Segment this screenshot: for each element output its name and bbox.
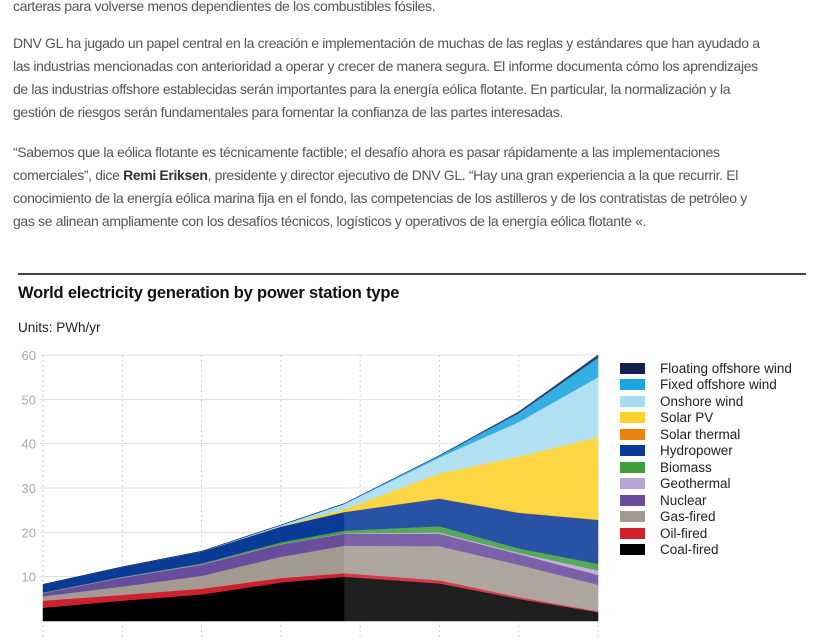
y-tick-label: 60 xyxy=(22,348,36,363)
legend-swatch xyxy=(620,412,645,424)
legend-item: Biomass xyxy=(620,459,792,476)
chart-legend: Floating offshore wind Fixed offshore win… xyxy=(620,360,792,558)
legend-swatch xyxy=(620,544,645,556)
legend-swatch xyxy=(620,478,645,490)
paragraph-line: de las industrias offshore establecidas … xyxy=(13,81,731,97)
text: comerciales”, dice xyxy=(13,167,124,183)
legend-swatch xyxy=(620,511,645,523)
y-tick-label: 20 xyxy=(22,525,36,540)
chart-title: World electricity generation by power st… xyxy=(18,284,400,302)
legend-label: Nuclear xyxy=(660,492,707,508)
legend-swatch xyxy=(620,428,645,440)
legend-item: Fixed offshore wind xyxy=(620,377,792,394)
legend-swatch xyxy=(620,527,645,539)
legend-item: Coal-fired xyxy=(620,542,792,559)
legend-swatch xyxy=(620,494,645,506)
forecast-region xyxy=(344,350,598,640)
legend-label: Oil-fired xyxy=(660,525,708,541)
legend-item: Geothermal xyxy=(620,476,792,493)
legend-swatch xyxy=(620,395,645,407)
legend-item: Hydropower xyxy=(620,443,792,460)
legend-label: Geothermal xyxy=(660,476,731,492)
y-tick-label: 30 xyxy=(22,481,36,496)
legend-label: Fixed offshore wind xyxy=(660,377,777,393)
legend-label: Coal-fired xyxy=(660,542,719,558)
paragraph-line: las industrias mencionadas con anteriori… xyxy=(13,58,758,74)
y-tick-label: 10 xyxy=(22,570,36,585)
legend-label: Biomass xyxy=(660,459,712,475)
paragraph-line: comerciales”, dice Remi Eriksen, preside… xyxy=(13,166,738,184)
text: , presidente y director ejecutivo de DNV… xyxy=(207,167,739,183)
paragraph-line: DNV GL ha jugado un papel central en la … xyxy=(13,35,760,51)
legend-item: Oil-fired xyxy=(620,525,792,542)
legend-item: Floating offshore wind xyxy=(620,360,792,377)
legend-item: Nuclear xyxy=(620,492,792,509)
legend-swatch xyxy=(620,461,645,473)
legend-label: Gas-fired xyxy=(660,509,716,525)
legend-swatch xyxy=(620,362,645,374)
y-tick-label: 50 xyxy=(22,392,36,407)
paragraph-line: carteras para volverse menos dependiente… xyxy=(13,0,436,14)
y-tick-label: 40 xyxy=(22,437,36,452)
area-floating-offshore-wind xyxy=(42,354,599,585)
paragraph-line: “Sabemos que la eólica flotante es técni… xyxy=(13,144,720,160)
legend-label: Hydropower xyxy=(660,443,733,459)
chart-top-rule xyxy=(18,273,806,275)
legend-item: Solar PV xyxy=(620,410,792,427)
legend-item: Onshore wind xyxy=(620,393,792,410)
chart-units-label: Units: PWh/yr xyxy=(18,320,101,335)
legend-label: Solar thermal xyxy=(660,426,741,442)
legend-label: Onshore wind xyxy=(660,393,744,409)
paragraph-line: gas se alinean ampliamente con los desaf… xyxy=(13,213,647,229)
legend-item: Gas-fired xyxy=(620,509,792,526)
legend-label: Solar PV xyxy=(660,410,714,426)
legend-swatch xyxy=(620,445,645,457)
speaker-name: Remi Eriksen xyxy=(123,167,208,183)
legend-label: Floating offshore wind xyxy=(660,360,792,376)
legend-swatch xyxy=(620,379,645,391)
legend-item: Solar thermal xyxy=(620,426,792,443)
paragraph-line: conocimiento de la energía eólica marina… xyxy=(13,190,747,206)
paragraph-line: gestión de riesgos serán fundamentales p… xyxy=(13,104,563,120)
